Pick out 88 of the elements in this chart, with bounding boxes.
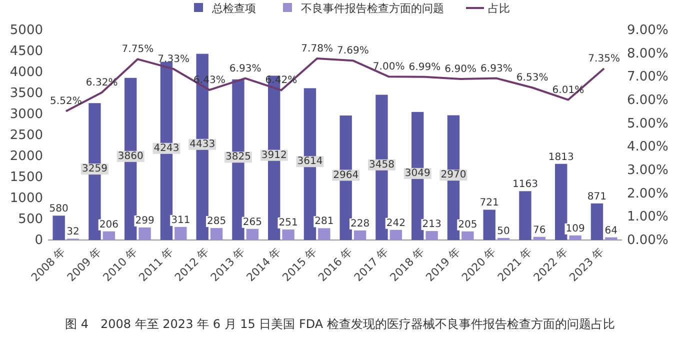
data-label: 6.53% <box>516 72 548 84</box>
data-label: 228 <box>350 218 370 230</box>
y2-tick-label: 4.00% <box>627 140 668 155</box>
bar <box>246 228 259 240</box>
data-label: 580 <box>49 204 68 215</box>
y-tick-label: 4000 <box>10 65 43 80</box>
y-tick-label: 5000 <box>10 23 43 38</box>
y-tick-label: 4500 <box>10 44 43 59</box>
y-tick-label: 0 <box>34 233 43 248</box>
data-label: 242 <box>386 218 406 229</box>
data-label: 32 <box>66 226 80 238</box>
bar <box>138 227 151 240</box>
legend-label: 占比 <box>488 2 510 15</box>
data-label: 3912 <box>261 150 287 161</box>
y2-tick-label: 0.00% <box>627 233 668 248</box>
bar <box>52 216 65 240</box>
data-label: 206 <box>99 219 118 230</box>
data-label: 6.90% <box>444 64 476 75</box>
data-label: 871 <box>587 191 607 202</box>
data-label: 213 <box>422 219 442 230</box>
bar <box>605 237 618 240</box>
y-tick-label: 2500 <box>10 128 43 143</box>
data-label: 721 <box>480 198 499 209</box>
data-label: 6.93% <box>229 63 262 74</box>
data-label: 205 <box>458 219 478 230</box>
data-label: 7.69% <box>337 46 369 57</box>
data-label: 285 <box>206 216 226 228</box>
data-label: 1813 <box>548 152 574 163</box>
y-tick-label: 1000 <box>10 191 43 206</box>
data-label: 7.75% <box>122 44 154 56</box>
y2-tick-label: 2.00% <box>627 186 668 202</box>
y-tick-label: 3000 <box>10 107 43 122</box>
bar <box>282 229 294 240</box>
bar <box>519 191 532 240</box>
y2-tick-label: 6.00% <box>627 93 668 108</box>
data-label: 7.78% <box>301 43 333 54</box>
bar <box>174 226 187 240</box>
data-label: 251 <box>278 217 298 228</box>
caption: 图 4 2008 年至 2023 年 6 月 15 日美国 FDA 检查发现的医疗器械不良事件报告检查方面的问题占比 <box>65 317 615 331</box>
y2-tick-label: 8.00% <box>627 46 668 62</box>
data-label: 4433 <box>190 138 216 150</box>
data-label: 265 <box>242 216 262 228</box>
data-label: 3458 <box>368 159 394 170</box>
data-label: 2970 <box>440 170 466 181</box>
bar <box>590 203 604 240</box>
data-label: 3614 <box>297 156 323 168</box>
data-label: 4243 <box>154 142 180 154</box>
data-label: 1163 <box>512 179 538 190</box>
data-label: 76 <box>533 224 546 236</box>
data-label: 281 <box>314 216 334 228</box>
bar <box>569 235 582 240</box>
y-tick-label: 2000 <box>10 149 43 164</box>
data-label: 3860 <box>118 150 144 162</box>
bar <box>426 231 438 240</box>
data-label: 6.99% <box>408 62 441 73</box>
data-label: 6.93% <box>480 63 512 74</box>
data-label: 5.52% <box>50 96 82 108</box>
y2-tick-label: 1.00% <box>627 210 668 225</box>
data-label: 50 <box>497 226 510 237</box>
data-label: 311 <box>171 214 190 226</box>
data-label: 3259 <box>82 164 108 175</box>
bar <box>554 164 568 240</box>
data-label: 2964 <box>333 170 359 181</box>
y-tick-label: 3500 <box>10 86 43 101</box>
y-tick-label: 1500 <box>10 170 43 185</box>
bar <box>533 236 546 240</box>
data-label: 3049 <box>404 168 430 179</box>
y-tick-label: 500 <box>18 212 43 227</box>
bar <box>318 228 330 240</box>
legend-label: 总检查项 <box>211 2 256 15</box>
y2-tick-label: 3.00% <box>627 163 668 178</box>
data-label: 299 <box>135 215 154 226</box>
bar <box>483 210 496 240</box>
bar <box>354 230 366 240</box>
data-label: 7.00% <box>372 62 405 73</box>
bar <box>462 231 474 240</box>
y2-tick-label: 5.00% <box>627 116 668 132</box>
data-label: 109 <box>566 223 585 234</box>
data-label: 64 <box>604 225 618 236</box>
y2-tick-label: 9.00% <box>627 23 668 38</box>
y2-tick-label: 7.00% <box>627 70 668 85</box>
bar <box>390 230 402 240</box>
data-label: 7.35% <box>588 54 620 64</box>
data-label: 7.33% <box>158 54 190 65</box>
bar <box>210 228 223 240</box>
legend-label: 不良事件报告检查方面的问题 <box>301 2 444 15</box>
data-label: 3825 <box>225 152 251 163</box>
bar <box>102 231 116 240</box>
